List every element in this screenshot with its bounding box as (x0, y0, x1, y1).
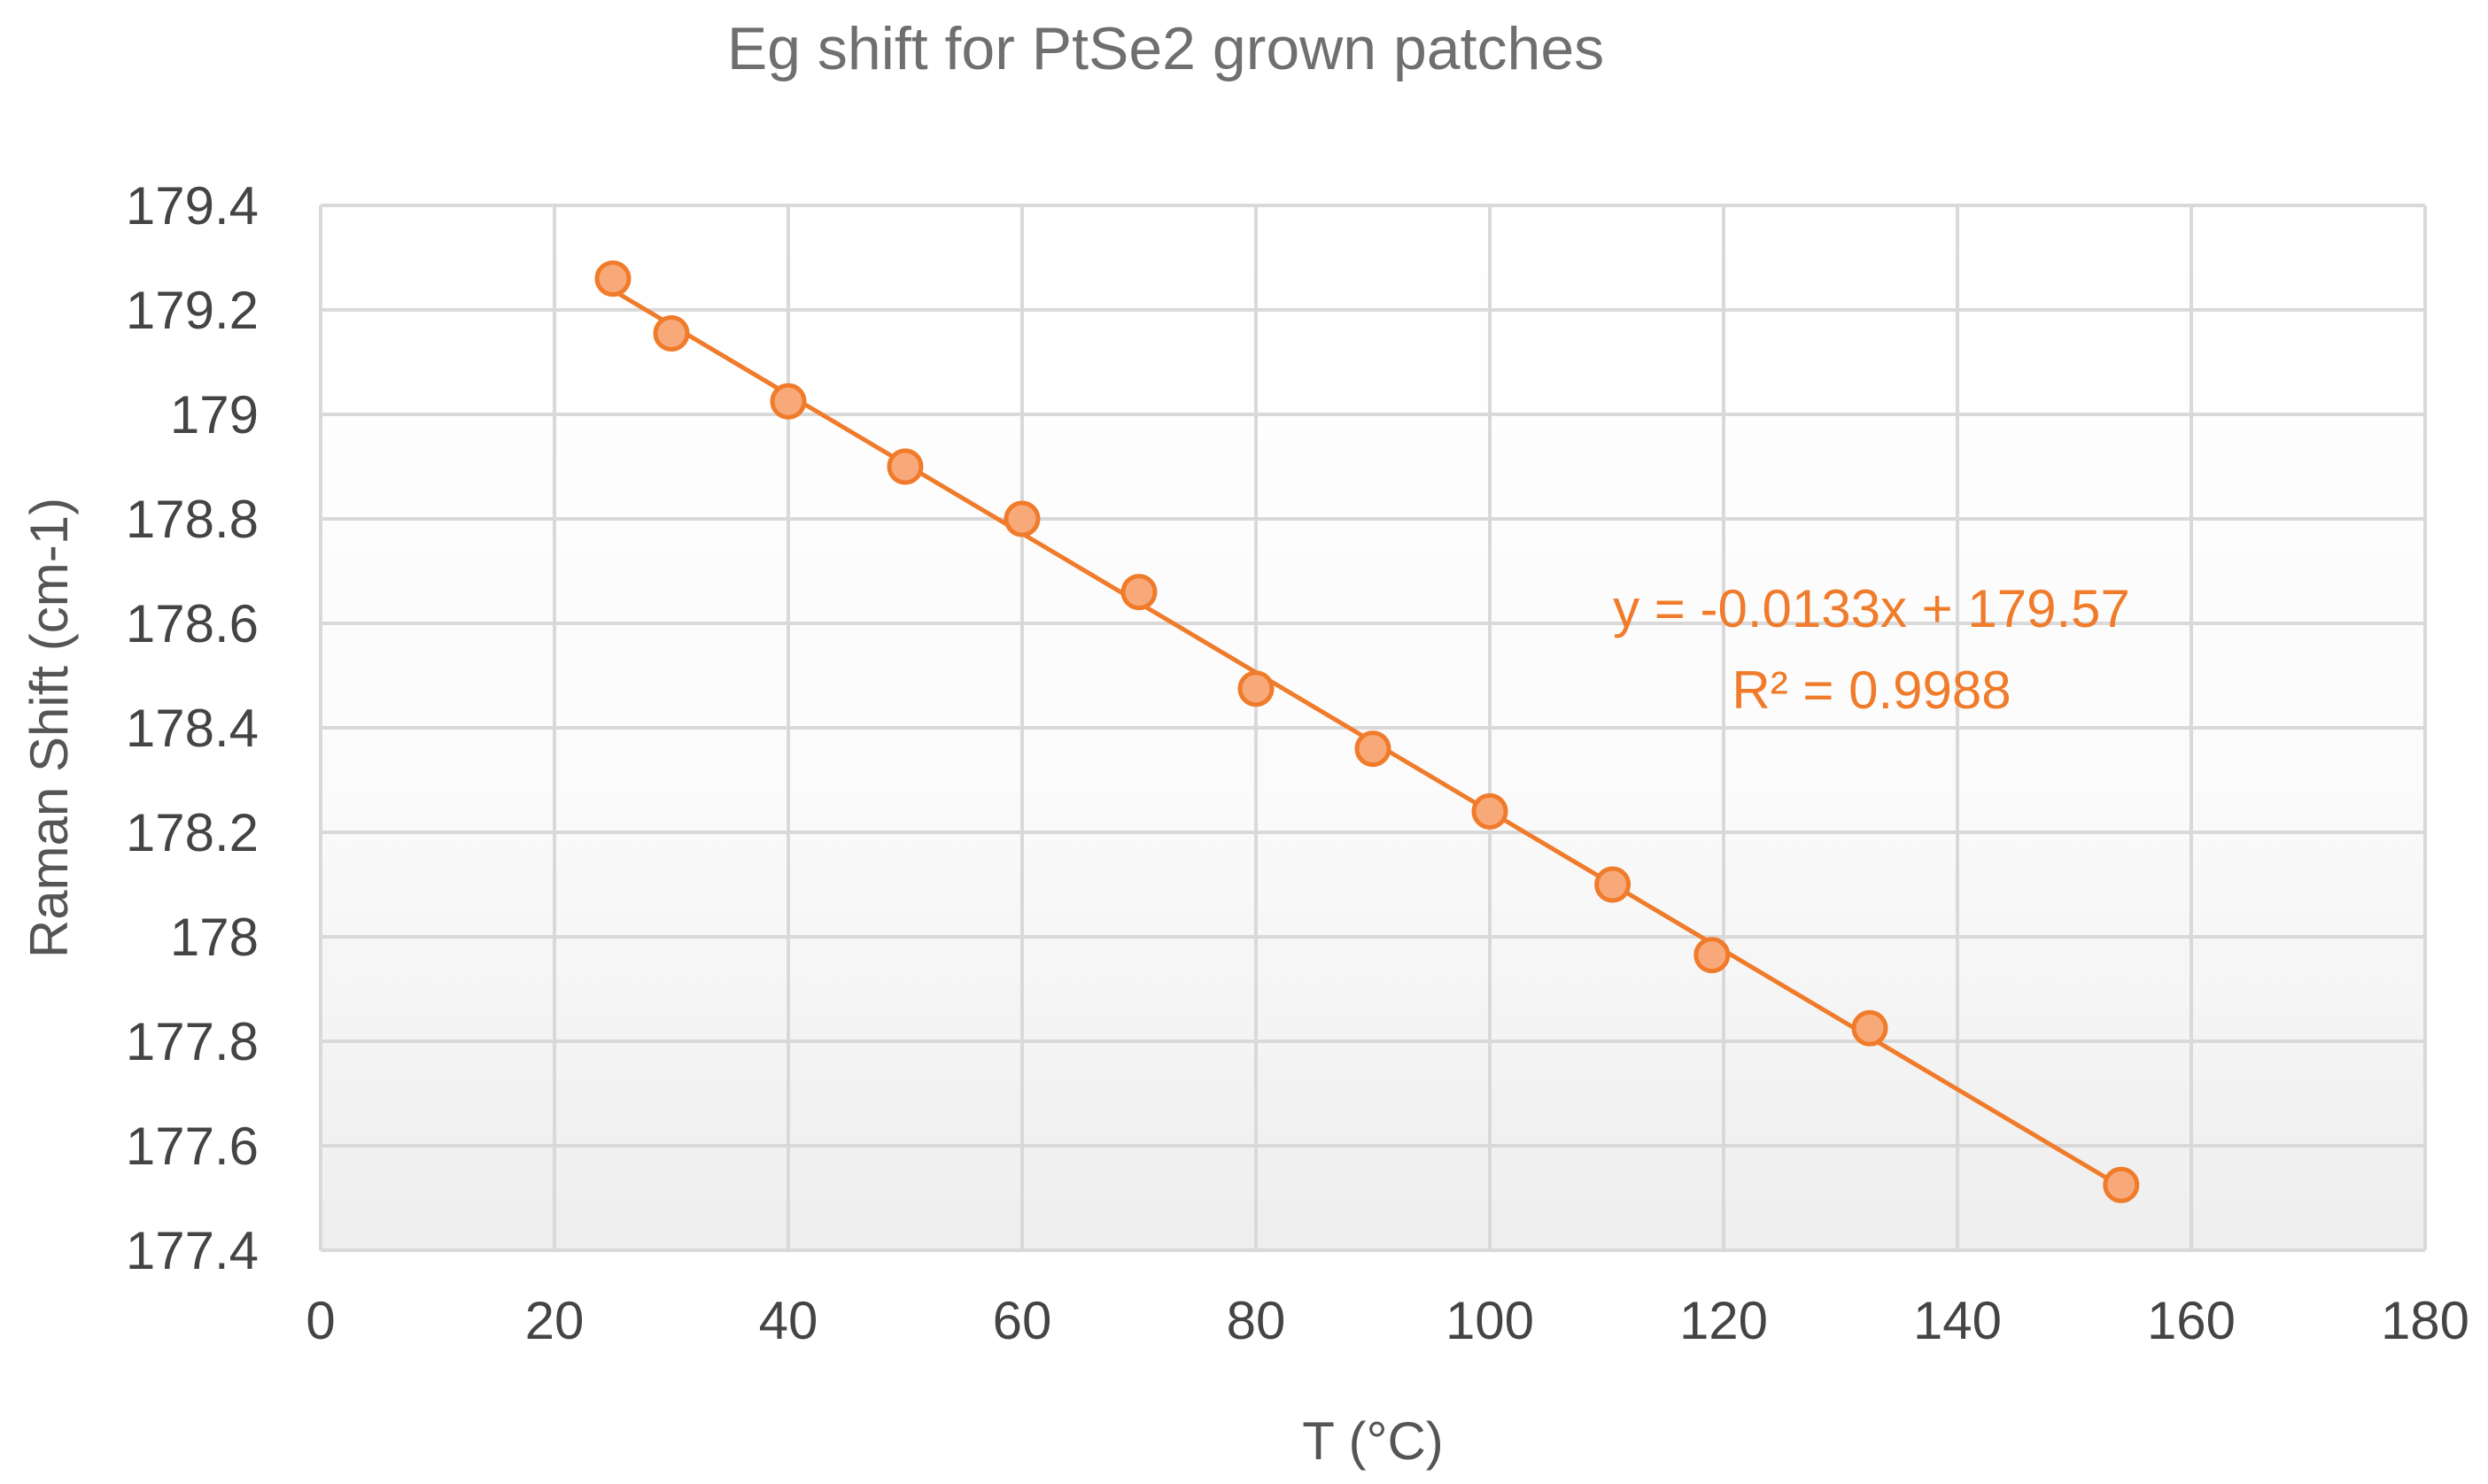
trendline-equation: y = -0.0133x + 179.57 (1613, 579, 2130, 638)
data-point (1471, 792, 1508, 830)
y-tick-label: 177.6 (126, 1117, 259, 1176)
data-point (1004, 500, 1041, 537)
data-point (594, 260, 632, 298)
x-tick-label: 140 (1913, 1291, 2002, 1350)
y-tick-label: 178.4 (126, 699, 259, 758)
y-axis-label: Raman Shift (cm-1) (19, 498, 79, 958)
x-tick-label: 60 (993, 1291, 1052, 1350)
x-tick-labels: 0 20 40 60 80 100 120 140 160 180 (306, 1291, 2469, 1350)
data-point (1594, 866, 1632, 903)
data-point (2103, 1166, 2140, 1203)
x-tick-label: 100 (1446, 1291, 1534, 1350)
y-tick-label: 178.6 (126, 594, 259, 653)
x-tick-label: 40 (759, 1291, 818, 1350)
x-tick-label: 0 (306, 1291, 335, 1350)
x-tick-label: 20 (525, 1291, 585, 1350)
data-point (1237, 670, 1275, 707)
y-gridlines (321, 204, 2425, 1252)
y-tick-label: 178 (170, 908, 259, 967)
y-tick-label: 179 (170, 385, 259, 444)
chart-title: Eg shift for PtSe2 grown patches (727, 15, 1604, 82)
x-axis-label: T (°C) (1302, 1411, 1444, 1471)
y-tick-label: 177.4 (126, 1221, 259, 1280)
data-point (653, 315, 690, 352)
x-tick-label: 80 (1227, 1291, 1286, 1350)
data-point (1694, 937, 1731, 974)
y-tick-label: 179.4 (126, 176, 259, 236)
y-tick-label: 179.2 (126, 281, 259, 340)
y-tick-label: 178.8 (126, 490, 259, 549)
y-tick-label: 178.2 (126, 803, 259, 862)
trendline-r-squared: R² = 0.9988 (1732, 661, 2011, 720)
y-tick-label: 177.8 (126, 1012, 259, 1071)
data-point (1120, 574, 1158, 611)
data-point (770, 383, 807, 420)
data-point (887, 448, 924, 485)
data-points (594, 260, 2140, 1203)
y-tick-labels: 177.4 177.6 177.8 178 178.2 178.4 178.6 178.8 17… (126, 176, 259, 1280)
data-point (1851, 1009, 1888, 1047)
data-point (1354, 730, 1391, 768)
x-tick-label: 180 (2381, 1291, 2469, 1350)
x-tick-label: 120 (1679, 1291, 1768, 1350)
x-tick-label: 160 (2147, 1291, 2236, 1350)
x-gridlines (319, 205, 2427, 1250)
